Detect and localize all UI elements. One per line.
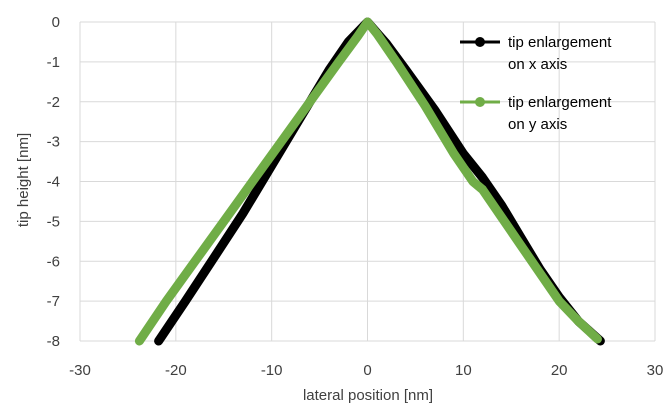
legend-marker-2 [475, 97, 485, 107]
y-tick-label: -1 [47, 54, 60, 71]
x-tick-label: -20 [165, 362, 187, 379]
x-tick-label: 20 [551, 362, 568, 379]
legend-marker-1 [475, 37, 485, 47]
y-tick-label: 0 [52, 14, 60, 31]
y-tick-label: -8 [47, 333, 60, 350]
x-tick-label: 10 [455, 362, 472, 379]
legend-label-2: on y axis [508, 116, 567, 133]
y-tick-label: -3 [47, 134, 60, 151]
y-tick-label: -4 [47, 174, 60, 191]
x-tick-label: 0 [363, 362, 371, 379]
y-tick-label: -5 [47, 213, 60, 230]
legend: tip enlargement on x axis tip enlargement o… [460, 34, 612, 133]
series-line-2 [134, 17, 602, 346]
grid [79, 21, 656, 342]
y-axis-title: tip height [nm] [15, 133, 32, 227]
x-axis-title: lateral position [nm] [303, 387, 433, 404]
x-tick-label: 30 [647, 362, 664, 379]
y-tick-label: -6 [47, 253, 60, 270]
y-tick-label: -2 [47, 94, 60, 111]
legend-label-1: on x axis [508, 56, 567, 73]
x-tick-label: -30 [69, 362, 91, 379]
tick-labels: -30 -20 -10 0 10 20 30 0 -1 -2 -3 -4 -5 -6 -7 -8 [47, 14, 664, 379]
legend-label-1: tip enlargement [508, 34, 612, 51]
x-tick-label: -10 [261, 362, 283, 379]
y-tick-label: -7 [47, 293, 60, 310]
series-layer [134, 17, 605, 346]
legend-label-2: tip enlargement [508, 94, 612, 111]
